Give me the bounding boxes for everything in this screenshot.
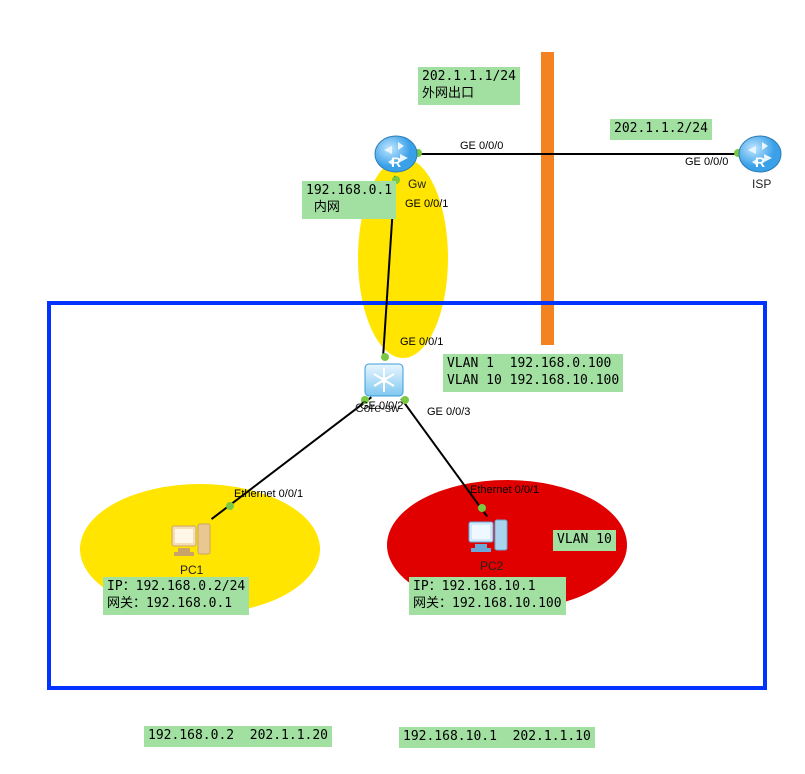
port-sw-ge001: GE 0/0/1 xyxy=(400,336,443,348)
label-pc1-info: IP：192.168.0.2/24 网关：192.168.0.1 xyxy=(103,577,249,615)
port-isp-ge000: GE 0/0/0 xyxy=(685,156,728,168)
port-pc1-eth: Ethernet 0/0/1 xyxy=(234,488,303,500)
port-gw-ge001: GE 0/0/1 xyxy=(405,198,448,210)
switch-core xyxy=(362,358,406,402)
label-gw: Gw xyxy=(408,177,426,191)
label-vlan-table: VLAN 1 192.168.0.100 VLAN 10 192.168.10.… xyxy=(443,354,623,392)
diagram-canvas: R R xyxy=(0,0,805,774)
lan-boundary-box xyxy=(47,301,767,690)
label-gw-inside: 192.168.0.1 内网 xyxy=(302,181,396,219)
port-dot xyxy=(478,504,486,512)
port-pc2-eth: Ethernet 0/0/1 xyxy=(470,484,539,496)
label-pc2-info: IP：192.168.10.1 网关：192.168.10.100 xyxy=(409,577,566,615)
label-wan-exit: 202.1.1.1/24 外网出口 xyxy=(418,67,520,105)
label-vlan10: VLAN 10 xyxy=(553,530,616,551)
router-isp: R xyxy=(738,132,782,176)
svg-text:R: R xyxy=(391,154,401,170)
pc1 xyxy=(170,518,214,562)
pc2 xyxy=(467,514,511,558)
port-dot xyxy=(226,502,234,510)
port-gw-ge000: GE 0/0/0 xyxy=(460,140,503,152)
label-pc1: PC1 xyxy=(180,563,203,577)
svg-text:R: R xyxy=(755,154,765,170)
label-isp-ip: 202.1.1.2/24 xyxy=(610,119,712,140)
port-sw-ge002: GE 0/0/2 xyxy=(360,400,403,412)
router-gw: R xyxy=(374,132,418,176)
label-pc2: PC2 xyxy=(480,559,503,573)
label-isp: ISP xyxy=(752,177,771,191)
port-sw-ge003: GE 0/0/3 xyxy=(427,406,470,418)
label-nat-left: 192.168.0.2 202.1.1.20 xyxy=(144,726,332,747)
link-line xyxy=(418,153,738,155)
label-nat-right: 192.168.10.1 202.1.1.10 xyxy=(399,727,595,748)
